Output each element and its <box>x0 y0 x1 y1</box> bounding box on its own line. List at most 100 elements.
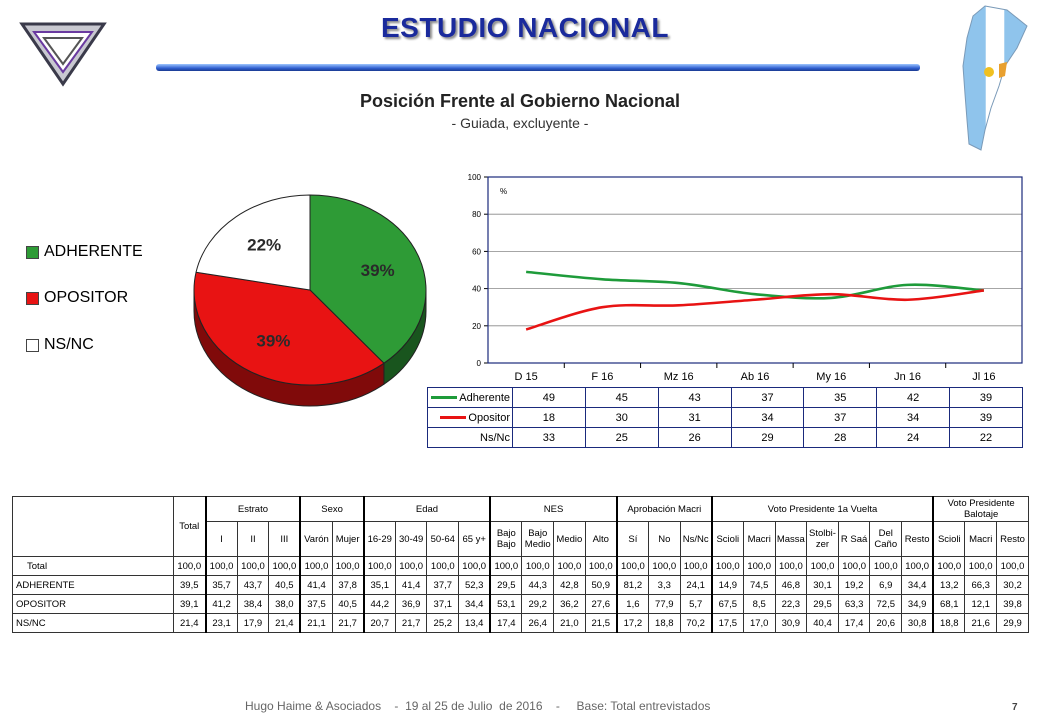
table-cell: 38,0 <box>268 594 301 614</box>
legend-label: Adherente <box>459 391 510 404</box>
argentina-map-icon <box>962 5 1028 151</box>
y-tick-label: 0 <box>477 359 482 368</box>
table-cell: 40,5 <box>331 594 365 614</box>
legend-swatch <box>26 338 39 352</box>
table-cell: 18,8 <box>932 613 966 633</box>
table-cell: 100,0 <box>615 556 649 576</box>
table-cell: 70,2 <box>679 613 713 633</box>
table-group-header: Edad <box>362 496 491 522</box>
table-column-header: Alto <box>584 521 618 557</box>
table-cell: 100,0 <box>394 556 428 576</box>
table-cell: 100,0 <box>901 556 934 576</box>
pie-slice-adherente <box>309 194 427 364</box>
table-cell: 100,0 <box>489 556 523 576</box>
table-cell: 29,5 <box>806 594 839 614</box>
table-cell: 12,1 <box>964 594 998 614</box>
table-column-header: Bajo Medio <box>521 521 555 557</box>
pie-slice-opositor <box>193 271 385 386</box>
table-column-header: Macri <box>964 521 998 557</box>
table-cell: 25,2 <box>426 613 460 633</box>
table-cell: 34,4 <box>901 575 934 595</box>
table-group-header: NES <box>489 496 618 522</box>
table-cell: 100,0 <box>742 556 776 576</box>
data-table-cell: 37 <box>730 387 805 408</box>
footer-text: Hugo Haime & Asociados - 19 al 25 de Jul… <box>245 699 711 713</box>
table-cell: 100,0 <box>710 556 744 576</box>
x-tick-label: D 15 <box>515 371 538 383</box>
table-column-header: Resto <box>996 521 1029 557</box>
data-table-row-label: Opositor <box>427 407 513 428</box>
legend-swatch <box>26 291 39 305</box>
legend-label: ADHERENTE <box>44 243 143 260</box>
table-column-header: Bajo Bajo <box>489 521 523 557</box>
legend-item-nsnc: NS/NC <box>26 336 94 354</box>
table-column-header: Resto <box>901 521 934 557</box>
table-column-header: Scioli <box>710 521 744 557</box>
table-cell: 36,9 <box>394 594 428 614</box>
table-cell: 21,5 <box>584 613 618 633</box>
table-column-header: 30-49 <box>394 521 428 557</box>
table-cell: 67,5 <box>710 594 744 614</box>
data-table-row: Ns/Nc 33 25 26 29 28 24 22 <box>427 427 1023 448</box>
table-cell: 30,9 <box>774 613 808 633</box>
table-cell: 17,9 <box>236 613 270 633</box>
table-corner-cell <box>12 496 174 557</box>
table-cell: 29,2 <box>521 594 555 614</box>
table-column-header: Mujer <box>331 521 365 557</box>
data-table-cell: 18 <box>512 407 586 428</box>
data-table-cell: 30 <box>584 407 659 428</box>
table-cell: 100,0 <box>426 556 460 576</box>
table-cell: 66,3 <box>964 575 998 595</box>
table-column-header: II <box>236 521 270 557</box>
table-row-label: ADHERENTE <box>12 575 174 595</box>
table-cell: 100,0 <box>458 556 491 576</box>
table-row-label: OPOSITOR <box>12 594 174 614</box>
table-cell: 22,3 <box>774 594 808 614</box>
table-cell: 36,2 <box>553 594 586 614</box>
table-cell: 43,7 <box>236 575 270 595</box>
legend-label: OPOSITOR <box>44 289 129 306</box>
legend-swatch <box>26 245 39 259</box>
y-tick-label: 80 <box>472 210 481 219</box>
pie-chart: 39% 39% 22% <box>193 194 427 407</box>
table-cell: 30,8 <box>901 613 934 633</box>
table-cell: 26,4 <box>521 613 555 633</box>
data-table-cell: 45 <box>584 387 659 408</box>
table-cell: 20,6 <box>869 613 903 633</box>
table-column-header: 16-29 <box>362 521 396 557</box>
table-cell: 100,0 <box>173 556 206 576</box>
table-cell: 63,3 <box>837 594 871 614</box>
table-column-header: Scioli <box>932 521 966 557</box>
table-cell: 3,3 <box>647 575 681 595</box>
table-group-header: Estrato <box>204 496 301 522</box>
table-cell: 37,1 <box>426 594 460 614</box>
pie-slice-nsnc <box>195 194 311 291</box>
table-cell: 17,5 <box>710 613 744 633</box>
table-cell: 30,2 <box>996 575 1029 595</box>
table-cell: 50,9 <box>584 575 618 595</box>
table-column-header: Varón <box>299 521 333 557</box>
data-table-cell: 26 <box>657 427 732 448</box>
table-row-label: Total <box>12 556 174 576</box>
section-title: Posición Frente al Gobierno Nacional <box>359 91 681 111</box>
table-column-header: 65 y+ <box>458 521 491 557</box>
table-cell: 100,0 <box>268 556 301 576</box>
x-tick-label: Jn 16 <box>894 371 921 383</box>
table-cell: 37,8 <box>331 575 365 595</box>
x-tick-label: Mz 16 <box>664 371 694 383</box>
table-column-header: 50-64 <box>426 521 460 557</box>
table-cell: 42,8 <box>553 575 586 595</box>
page-title: ESTUDIO NACIONAL <box>381 12 669 43</box>
y-axis-label: % <box>500 187 507 196</box>
table-cell: 24,1 <box>679 575 713 595</box>
table-cell: 27,6 <box>584 594 618 614</box>
table-cell: 37,5 <box>299 594 333 614</box>
pie-data-label: 39% <box>361 261 395 280</box>
table-cell: 21,1 <box>299 613 333 633</box>
table-cell: 68,1 <box>932 594 966 614</box>
legend-key <box>431 396 458 400</box>
y-tick-label: 60 <box>472 247 481 256</box>
table-group-header: Voto Presidente Balotaje <box>932 496 1030 522</box>
table-cell: 34,9 <box>901 594 934 614</box>
table-cell: 38,4 <box>236 594 270 614</box>
